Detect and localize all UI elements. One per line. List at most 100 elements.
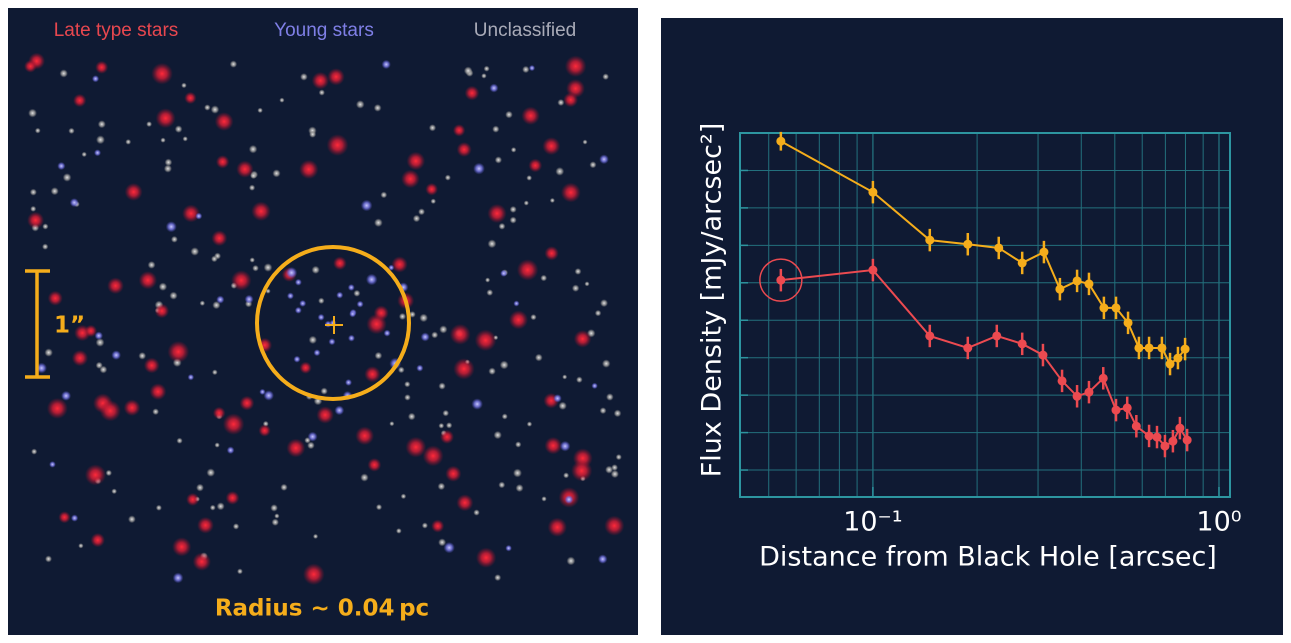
star-unclassified [550,198,555,203]
star-young [349,310,356,317]
star-unclassified [252,265,259,272]
star-young [500,270,507,277]
star-unclassified [595,310,602,317]
star-unclassified [309,131,316,138]
star-unclassified [540,275,547,282]
star-late-type [406,152,425,171]
star-unclassified [257,108,263,114]
star-unclassified [125,139,131,145]
star-late-type [124,399,141,416]
star-late-type [167,341,189,363]
star-late-type [72,350,88,366]
star-late-type [197,517,214,534]
star-late-type [251,202,270,221]
star-unclassified [138,352,146,360]
star-late-type [95,61,108,74]
star-late-type [574,330,592,348]
star-unclassified [68,128,74,134]
legend-label: Unclassified [474,20,576,41]
star-unclassified [510,217,517,224]
data-point [1073,276,1082,285]
star-young [513,300,519,306]
star-unclassified [183,136,188,141]
star-young [111,350,121,360]
star-late-type [259,424,271,436]
star-late-type [286,439,305,458]
star-unclassified [396,528,402,534]
star-late-type [333,256,347,270]
star-late-type [47,398,68,419]
star-unclassified [42,223,48,229]
star-unclassified [360,473,368,481]
star-unclassified [212,369,218,375]
star-unclassified [309,336,317,344]
star-late-type [299,362,311,374]
star-young [529,65,535,71]
x-tick-label: 10⁻¹ [843,507,902,538]
star-unclassified [535,354,543,362]
star-young [334,405,344,415]
star-late-type [425,183,438,196]
star-unclassified [488,239,497,248]
star-late-type [223,413,245,435]
data-point [1039,248,1048,257]
star-unclassified [374,218,383,227]
star-young [166,221,177,232]
star-unclassified [389,421,394,426]
data-point [925,236,934,245]
star-late-type [155,304,170,319]
data-point [868,266,877,275]
legend-label: Late type stars [54,20,179,41]
star-unclassified [321,387,328,394]
star-young [471,398,483,410]
star-unclassified [516,484,524,492]
star-young [188,374,194,380]
star-unclassified [488,367,496,375]
star-late-type [139,271,157,289]
star-unclassified [250,257,255,262]
star-unclassified [541,496,546,501]
star-late-type [391,256,407,272]
star-unclassified [445,175,451,181]
star-late-type [457,142,472,157]
star-unclassified [272,519,279,526]
star-late-type [27,212,44,229]
data-point [925,331,934,340]
scale-label: 1” [54,313,85,339]
star-young [245,295,254,304]
star-unclassified [530,314,536,320]
data-point [1173,354,1182,363]
star-unclassified [211,105,220,114]
data-point [776,137,785,146]
star-young [421,332,430,341]
data-point [963,343,972,352]
figure: Late type stars Young stars Unclassified… [0,0,1291,643]
data-point [1134,343,1143,352]
star-late-type [231,270,251,290]
star-young [384,330,391,337]
data-point [1145,431,1154,440]
data-point [1099,303,1108,312]
star-young [92,75,99,82]
star-unclassified [505,111,513,119]
star-late-type [521,107,539,125]
star-unclassified [404,394,411,401]
star-unclassified [522,66,529,73]
star-late-type [172,537,191,556]
star-late-type [303,563,325,585]
data-point [1160,442,1169,451]
star-late-type [368,458,382,472]
star-late-type [100,400,121,421]
data-point [868,188,877,197]
data-point [1112,406,1121,415]
star-young [357,301,364,308]
star-unclassified [176,438,182,444]
star-unclassified [515,441,521,447]
star-unclassified [44,348,53,357]
star-late-type [548,518,567,537]
star-late-type [509,310,528,329]
data-point [992,331,1001,340]
star-unclassified [307,442,315,450]
star-unclassified [500,360,509,369]
x-axis-label: Distance from Black Hole [arcsec] [759,542,1217,573]
